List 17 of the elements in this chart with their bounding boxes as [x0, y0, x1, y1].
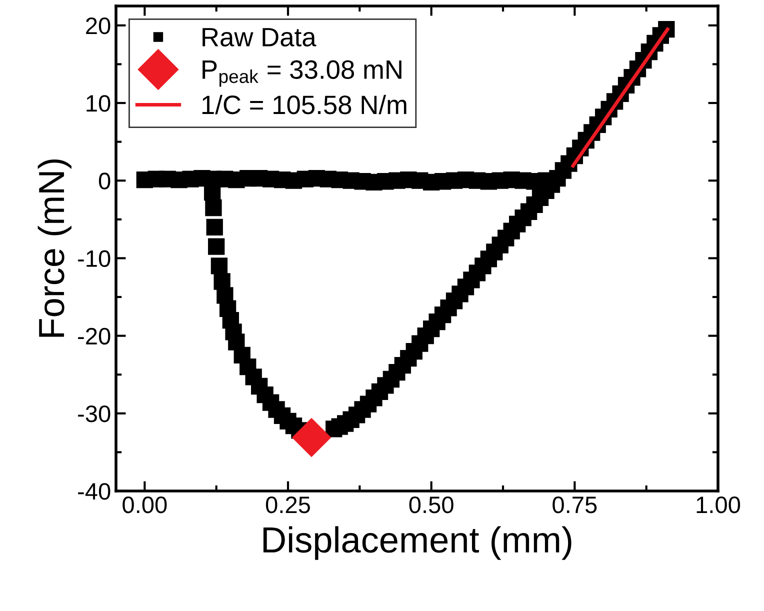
legend-label: P$_{peak}$ = 33.08 mN — [202, 60, 402, 87]
x-tick-label: 1.00 — [696, 496, 740, 514]
y-tick-label: -20 — [78, 328, 110, 345]
y-tick-label: 0 — [98, 172, 110, 190]
x-tick-label: 0.00 — [122, 496, 167, 514]
x-axis-title: Displacement (mm) — [263, 526, 572, 560]
x-tick-label: 0.50 — [409, 496, 454, 514]
y-tick-label: 20 — [86, 17, 110, 34]
y-tick-label: 10 — [86, 95, 110, 112]
y-tick-label: -10 — [78, 250, 110, 267]
y-tick-label: -40 — [78, 483, 110, 500]
x-tick-label: 0.75 — [552, 496, 597, 514]
x-tick-label: 0.25 — [266, 496, 310, 514]
legend-label: Raw Data — [202, 28, 316, 46]
y-tick-label: -30 — [78, 405, 110, 422]
y-axis-title: Force (mN) — [38, 159, 72, 337]
legend-label: 1/C = 105.58 N/m — [202, 94, 406, 114]
